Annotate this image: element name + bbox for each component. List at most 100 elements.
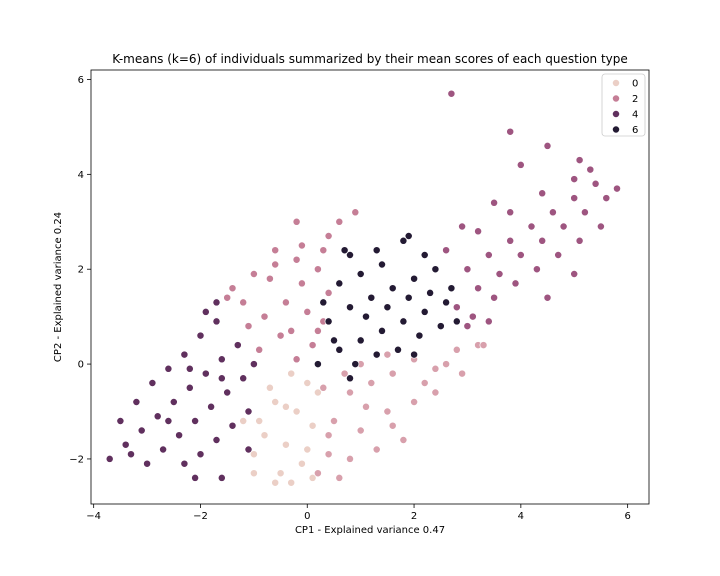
scatter-point [383,303,392,312]
scatter-point [362,402,370,411]
scatter-point [116,417,125,425]
scatter-point [292,217,301,226]
scatter-point [148,379,157,387]
scatter-point [431,364,440,373]
scatter-point [367,293,376,302]
scatter-point [388,369,397,378]
scatter-point [538,236,547,245]
scatter-point [287,326,296,335]
scatter-point [442,246,451,255]
scatter-point [383,407,392,416]
y-tick-label: 0 [78,360,84,371]
scatter-point [164,364,173,373]
legend-label: 2 [632,94,638,105]
scatter-point [479,341,488,350]
scatter-point [324,450,333,459]
scatter-point [159,445,168,454]
scatter-point [185,383,194,392]
scatter-point [442,298,451,307]
scatter-point [121,440,130,449]
scatter-point [201,369,210,378]
scatter-point [447,89,456,98]
scatter-point [239,298,248,307]
y-tick-label: 6 [78,75,84,86]
x-tick-label: −2 [193,511,208,522]
scatter-point [436,322,445,331]
scatter-point [484,251,493,259]
y-tick-label: −2 [69,454,84,465]
scatter-point [169,398,178,406]
scatter-point [484,317,493,326]
scatter-point [217,355,226,364]
x-tick-label: 2 [411,511,417,522]
legend-marker [612,94,620,103]
scatter-point [201,307,210,316]
scatter-point [217,473,226,482]
scatter-point [297,459,306,468]
scatter-point [388,284,397,293]
scatter-point [506,127,515,136]
scatter-point [404,232,413,240]
scatter-point [463,265,472,274]
legend-label: 0 [632,79,638,90]
scatter-point [447,284,456,293]
scatter-point [335,345,344,354]
scatter-point [543,293,552,302]
scatter-point [458,222,467,231]
scatter-point [452,317,461,326]
scatter-point [474,227,483,236]
scatter-point [185,364,194,373]
x-tick-label: 4 [518,511,524,522]
scatter-point [153,412,162,421]
scatter-point [196,450,205,459]
legend-marker [612,79,620,87]
legend: 0 2 4 6 [601,73,646,137]
scatter-point [143,459,152,468]
scatter-point [452,303,461,312]
scatter-point [602,194,611,203]
scatter-point [580,208,589,217]
scatter-point [244,407,253,416]
scatter-point [127,450,135,459]
scatter-point [303,379,312,387]
scatter-point [281,440,290,449]
scatter-point [591,179,600,188]
scatter-point [324,431,333,440]
x-tick-label: 6 [624,511,630,522]
scatter-point [244,322,253,331]
scatter-point [527,222,536,231]
scatter-point [431,388,440,397]
y-tick-label: 2 [78,265,84,276]
scatter-point [490,198,499,207]
legend-label: 6 [632,125,638,136]
legend-marker [612,125,620,134]
scatter-point [191,473,200,482]
scatter-point [452,345,461,354]
scatter-point [164,417,173,425]
scatter-point [271,478,280,487]
scatter-point [212,317,221,326]
scatter-point [596,222,605,231]
scatter-point [319,246,328,255]
scatter-point [372,350,381,359]
scatter-points [105,89,621,487]
scatter-point [180,459,189,468]
scatter-point [249,450,258,459]
scatter-point [308,421,317,430]
scatter-point [394,345,402,354]
scatter-point [297,241,306,250]
scatter-point [255,345,264,354]
scatter-point [410,274,419,283]
legend-marker [612,110,620,118]
y-axis-label: CP2 - Explained variance 0.24 [53,212,64,362]
y-axis: −2 0 2 4 6 [69,75,91,465]
scatter-point [308,341,317,350]
scatter-point [399,236,408,245]
scatter-point [548,208,557,217]
scatter-point [356,426,365,435]
scatter-point [388,421,397,430]
scatter-point [313,388,322,397]
scatter-point [468,312,477,321]
scatter-point [175,431,184,440]
